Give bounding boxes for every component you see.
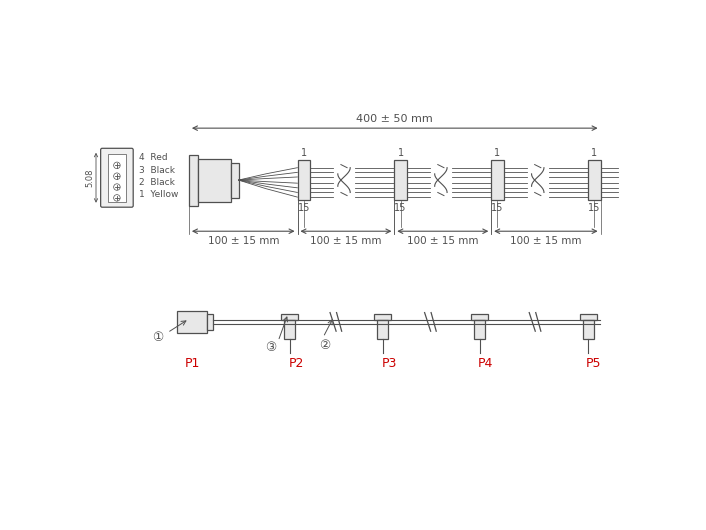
Text: 1: 1 [397, 147, 404, 157]
Bar [474, 320, 485, 339]
Bar [377, 320, 388, 339]
Bar [189, 155, 198, 206]
Bar [580, 314, 597, 320]
Text: 100 ± 15 mm: 100 ± 15 mm [310, 236, 382, 246]
Bar [374, 314, 391, 320]
Bar [285, 320, 295, 339]
Text: 1: 1 [591, 147, 597, 157]
Text: P3: P3 [381, 357, 397, 370]
Bar [471, 314, 488, 320]
Text: 15: 15 [588, 204, 601, 213]
Bar [281, 314, 298, 320]
Bar [107, 154, 126, 202]
Text: 1: 1 [301, 147, 307, 157]
Text: 1: 1 [494, 147, 501, 157]
Text: ②: ② [319, 339, 330, 351]
Text: P5: P5 [586, 357, 602, 370]
Text: 100 ± 15 mm: 100 ± 15 mm [510, 236, 582, 246]
Text: 15: 15 [491, 204, 503, 213]
Text: 400 ± 50 mm: 400 ± 50 mm [357, 114, 433, 124]
Bar [395, 160, 407, 200]
Text: ③: ③ [265, 341, 276, 354]
Text: 15: 15 [395, 204, 407, 213]
Bar [588, 160, 601, 200]
Text: ①: ① [152, 331, 164, 344]
Text: 15: 15 [297, 204, 310, 213]
Bar [231, 163, 239, 198]
Bar [297, 160, 310, 200]
Text: 5.08: 5.08 [85, 169, 95, 187]
Bar [177, 311, 207, 333]
Text: P1: P1 [185, 357, 201, 370]
Bar [491, 160, 503, 200]
Text: 100 ± 15 mm: 100 ± 15 mm [407, 236, 479, 246]
FancyBboxPatch shape [101, 148, 133, 207]
Text: 3  Black: 3 Black [138, 165, 174, 174]
Text: P4: P4 [477, 357, 493, 370]
Text: 100 ± 15 mm: 100 ± 15 mm [208, 236, 279, 246]
Bar [198, 159, 231, 202]
Text: 2  Black: 2 Black [138, 178, 174, 187]
Bar [207, 314, 213, 330]
Bar [582, 320, 594, 339]
Text: 1  Yellow: 1 Yellow [138, 190, 178, 199]
Text: 4  Red: 4 Red [138, 153, 167, 162]
Text: P2: P2 [288, 357, 304, 370]
